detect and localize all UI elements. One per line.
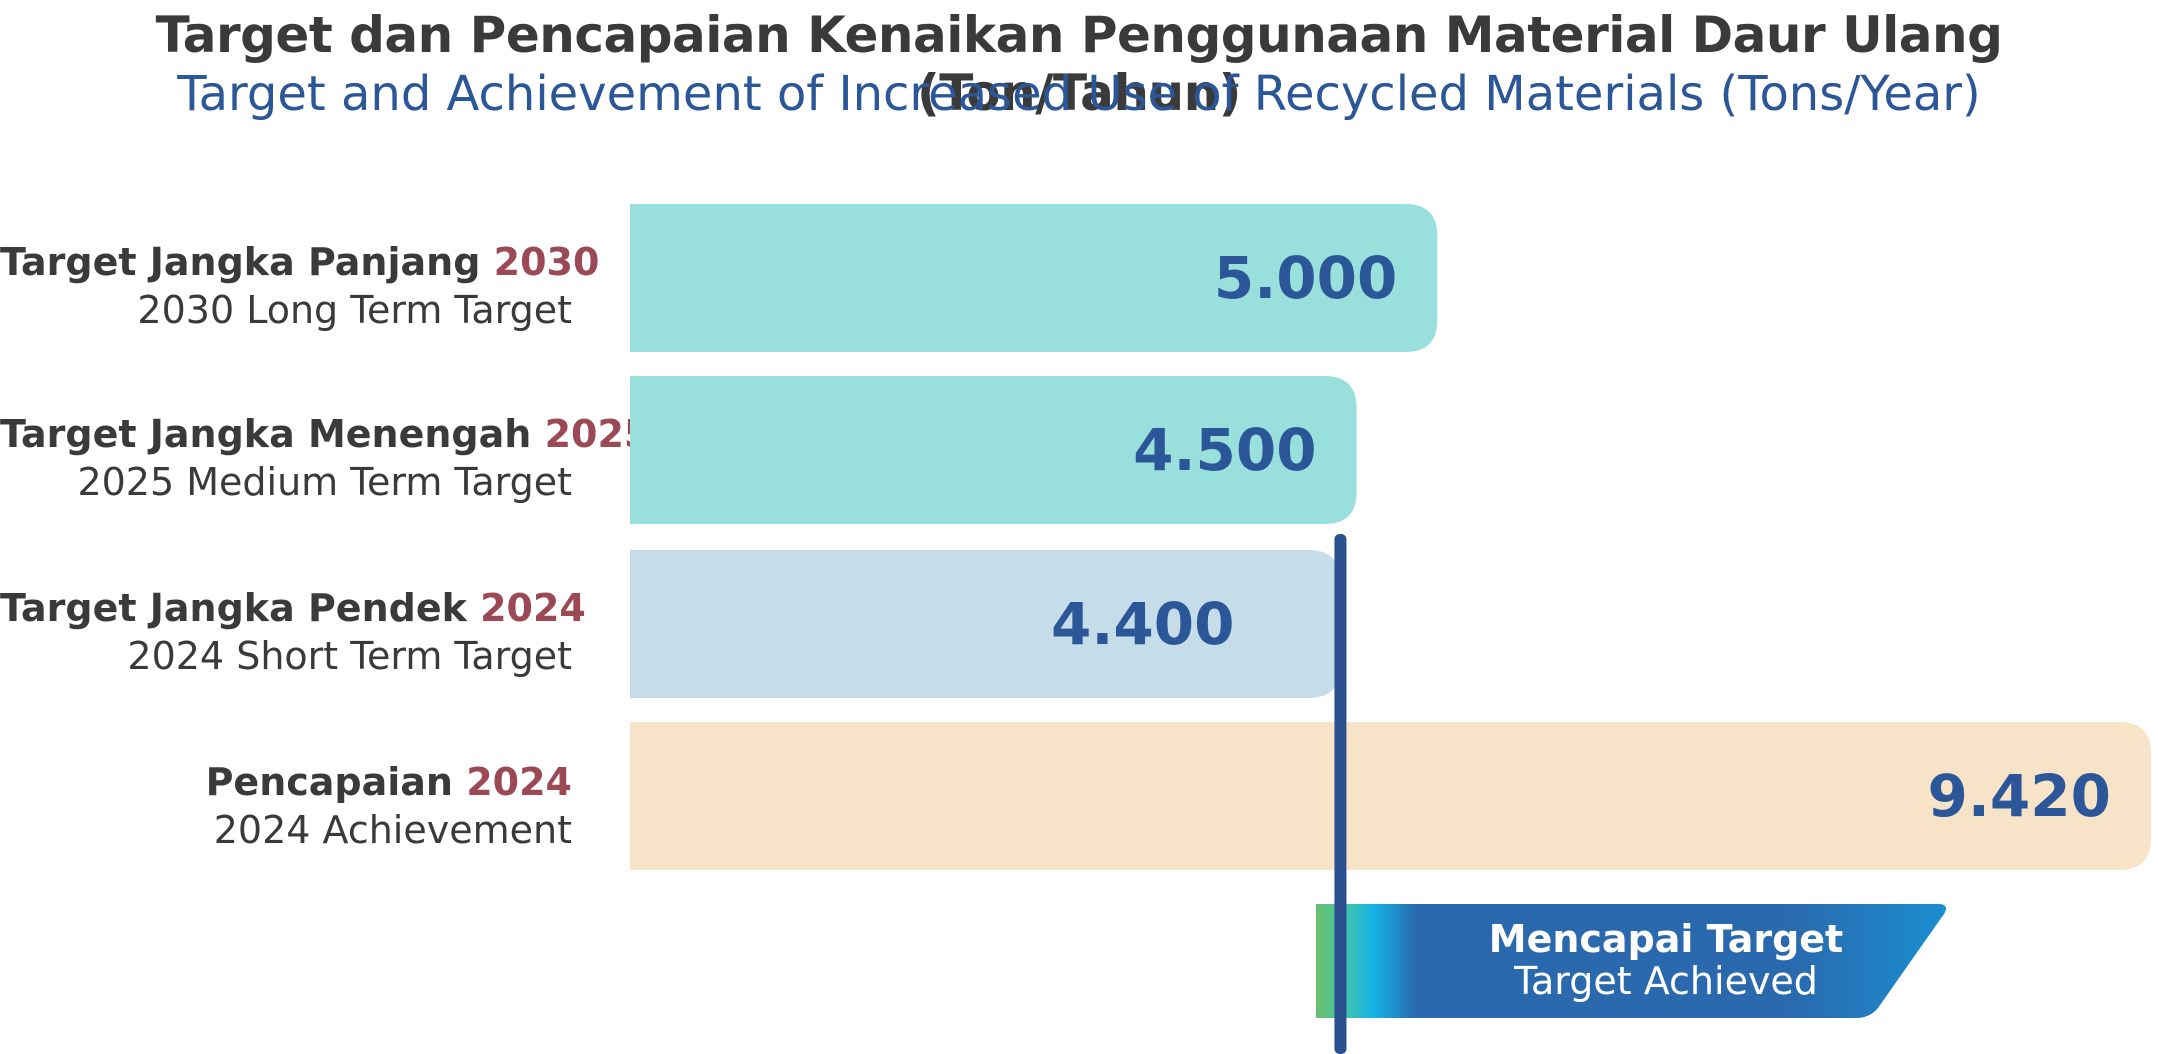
- category-label-medium-term: Target Jangka Menengah 2025 2025 Medium …: [0, 410, 650, 506]
- marker-line: [1334, 534, 1347, 1054]
- badge-label-id: Mencapai Target: [1488, 917, 1844, 961]
- chart-title: Target dan Pencapaian Kenaikan Penggunaa…: [155, 6, 2003, 122]
- category-label-achievement: Pencapaian 2024 2024 Achievement: [0, 758, 572, 854]
- bars-layer: [630, 204, 2151, 870]
- value-label: 4.400: [1051, 590, 1234, 658]
- value-label: 9.420: [1928, 762, 2111, 830]
- category-year: 2024: [466, 760, 572, 804]
- category-label-long-term: Target Jangka Panjang 2030 2030 Long Ter…: [0, 238, 599, 334]
- category-label-short-term: Target Jangka Pendek 2024 2024 Short Ter…: [0, 584, 586, 680]
- category-label-en: 2024 Achievement: [213, 808, 572, 852]
- value-label: 5.000: [1214, 244, 1397, 312]
- target-achieved-badge-shape: [1316, 904, 1946, 1018]
- category-label-id: Target Jangka Pendek: [0, 586, 467, 630]
- chart-subtitle: Target and Achievement of Increased Use …: [177, 66, 1981, 122]
- category-label-en: 2030 Long Term Target: [137, 288, 572, 332]
- category-label-en: 2025 Medium Term Target: [77, 460, 572, 504]
- category-label-id: Pencapaian: [205, 760, 453, 804]
- value-label: 4.500: [1133, 416, 1316, 484]
- category-label-id: Target Jangka Menengah: [0, 412, 532, 456]
- bar-medium-term: [630, 376, 1357, 524]
- value-labels-layer: 5.000 4.500 4.400 9.420: [1051, 244, 2111, 830]
- bar-long-term: [630, 204, 1438, 352]
- bar-achievement: [630, 722, 2151, 870]
- badge-label-en: Target Achieved: [1514, 959, 1818, 1003]
- target-achieved-badge: Mencapai Target Target Achieved: [1316, 918, 1946, 1002]
- category-year: 2030: [493, 240, 600, 284]
- category-year: 2024: [480, 586, 586, 630]
- category-label-id: Target Jangka Panjang: [0, 240, 481, 284]
- category-label-en: 2024 Short Term Target: [127, 634, 572, 678]
- bar-short-term: [630, 550, 1341, 698]
